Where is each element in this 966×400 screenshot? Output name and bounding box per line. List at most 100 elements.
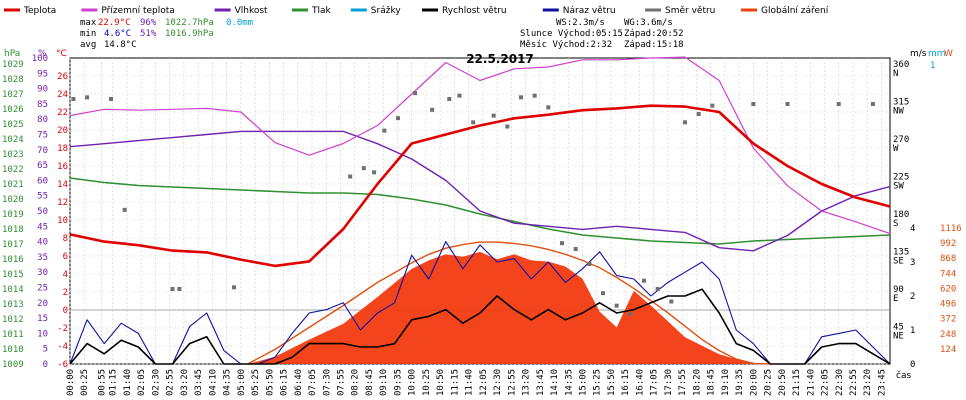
tick-time: 07:55	[336, 369, 346, 396]
tick-time: 04:10	[208, 369, 218, 396]
legend-label: Tlak	[311, 6, 332, 16]
tick-pct: 40	[37, 238, 48, 248]
tick-direction: 45	[893, 323, 904, 333]
wind-direction-point	[348, 174, 353, 179]
tick-c: 12	[57, 198, 68, 208]
tick-c: 10	[57, 216, 68, 226]
tick-c: 14	[57, 180, 68, 190]
stat-moon: Měsíc Východ:2:32	[520, 40, 612, 50]
wind-direction-point	[413, 91, 418, 96]
theoretical-radiation-line	[247, 241, 771, 365]
legend-label: Globální záření	[761, 6, 829, 16]
tick-c: 8	[63, 234, 68, 244]
wind-direction-point	[519, 95, 523, 100]
tick-time: 20:25	[764, 369, 774, 396]
tick-time: 22:30	[835, 369, 845, 396]
stat-max-press: 1022.7hPa	[165, 18, 214, 28]
tick-hpa: 1011	[2, 330, 24, 340]
wind-direction-point	[696, 112, 701, 116]
tick-time: 10:00	[408, 369, 418, 396]
chart-title: 22.5.2017	[466, 52, 534, 66]
tick-time: 14:35	[564, 369, 574, 396]
tick-direction: SE	[893, 257, 904, 267]
tick-pct: 85	[37, 100, 48, 110]
tick-time: 00:00	[66, 369, 76, 396]
tick-time: 09:35	[393, 369, 403, 396]
tick-time: 11:15	[450, 369, 460, 396]
tick-c: 26	[57, 72, 68, 82]
tick-hpa: 1023	[2, 150, 24, 160]
legend-label: Náraz větru	[563, 6, 616, 16]
stat-min-hum: 51%	[140, 29, 157, 39]
tick-time: 13:45	[536, 369, 546, 396]
wind-direction-point	[372, 170, 377, 175]
stat-avg-temp: 14.8°C	[104, 40, 137, 50]
tick-time: 00:25	[80, 369, 90, 396]
wind-direction-point	[870, 102, 875, 106]
tick-hpa: 1012	[2, 315, 24, 325]
tick-pct: 95	[37, 69, 48, 79]
tick-pct: 15	[37, 314, 48, 324]
tick-time: 15:00	[579, 369, 589, 396]
wind-direction-point	[560, 241, 564, 246]
tick-w: 868	[940, 254, 956, 264]
wind-direction-point	[430, 107, 435, 112]
tick-pct: 100	[32, 54, 48, 64]
tick-c: 0	[63, 306, 68, 316]
radiation-area	[247, 251, 771, 364]
tick-pct: 50	[37, 207, 48, 217]
stat-min-press: 1016.9hPa	[165, 29, 214, 39]
tick-time: 20:50	[778, 369, 788, 396]
stat-max-temp: 22.9°C	[98, 18, 131, 28]
tick-time: 08:20	[351, 369, 361, 396]
wind-direction-point	[85, 95, 90, 100]
tick-c: -4	[57, 342, 68, 352]
tick-direction: 360	[893, 60, 909, 70]
tick-time: 17:05	[650, 369, 660, 396]
wind-speed-line	[69, 288, 891, 365]
tick-w: 248	[940, 330, 956, 340]
tick-time: 03:20	[180, 369, 190, 396]
tick-hpa: 1014	[2, 285, 24, 295]
tick-hpa: 1018	[2, 225, 24, 235]
tick-c: 20	[57, 126, 68, 136]
legend-label: Vlhkost	[235, 6, 268, 16]
stat-sun-set: Západ:20:52	[624, 29, 684, 39]
tick-time: 02:30	[151, 369, 161, 396]
tick-c: 18	[57, 144, 68, 154]
tick-direction: 90	[893, 285, 904, 295]
tick-pct: 60	[37, 176, 48, 186]
tick-time: 02:55	[166, 369, 176, 396]
wind-direction-point	[170, 287, 175, 291]
tick-time: 14:10	[550, 369, 560, 396]
stat-precip: 0.0mm	[226, 18, 253, 28]
ground-temperature-line	[69, 56, 891, 235]
tick-pct: 5	[43, 345, 48, 355]
wind-direction-point	[71, 97, 76, 101]
wind-direction-point	[601, 291, 605, 296]
wind-direction-point	[447, 97, 452, 101]
tick-w: 992	[940, 239, 956, 249]
wind-direction-point	[587, 262, 592, 266]
stat-max-label: max	[80, 18, 97, 28]
wind-direction-point	[669, 299, 674, 304]
tick-time: 10:25	[422, 369, 432, 396]
tick-time: 09:10	[379, 369, 389, 396]
tick-hpa: 1026	[2, 105, 24, 115]
stat-sun: Slunce Východ:05:15	[520, 29, 623, 39]
tick-direction: 270	[893, 135, 909, 145]
tick-time: 18:45	[707, 369, 717, 396]
tick-hpa: 1022	[2, 165, 24, 175]
wind-direction-point	[457, 93, 462, 98]
wind-direction-point	[710, 103, 715, 108]
tick-ms: 0	[910, 360, 915, 370]
tick-time: 05:50	[265, 369, 275, 396]
tick-w: 372	[940, 315, 956, 325]
tick-time: 23:45	[877, 369, 887, 396]
wind-direction-point	[382, 128, 387, 133]
stat-ws: WS:2.3m/s	[556, 18, 605, 28]
tick-pct: 10	[37, 329, 48, 339]
tick-time: 05:25	[251, 369, 261, 396]
tick-hpa: 1017	[2, 240, 24, 250]
legend-label: Teplota	[23, 6, 56, 16]
